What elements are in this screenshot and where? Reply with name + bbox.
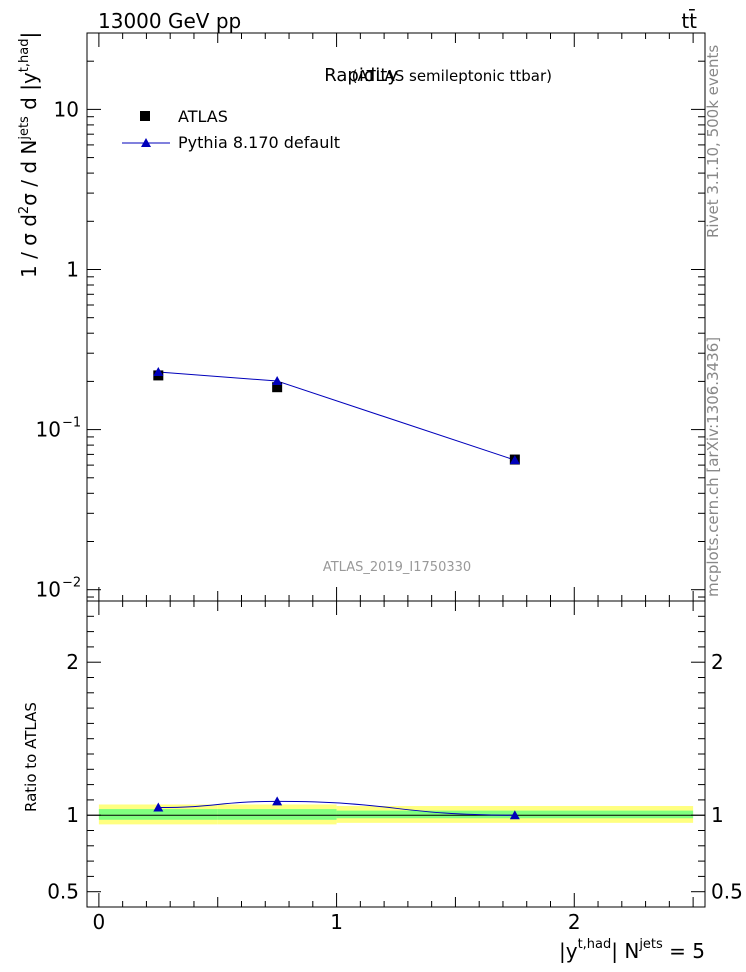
chart-subtitle: (ATLAS semileptonic ttbar): [352, 67, 552, 85]
ratio-y-tick-label-right: 0.5: [711, 880, 743, 904]
main-y-tick-exponent: −1: [62, 416, 81, 431]
legend-marker-atlas: [140, 111, 150, 121]
ratio-uncertainty-band: [217, 809, 337, 820]
ratio-y-axis-label: Ratio to ATLAS: [22, 702, 40, 812]
x-axis-label: |yt,had| Njets = 5: [559, 937, 705, 963]
pythia-ratio-marker: [509, 810, 520, 820]
ratio-plot-frame: [86, 600, 706, 908]
chart-title: Rapidity: [324, 65, 398, 86]
energy-label: 13000 GeV pp: [98, 9, 241, 33]
pythia-line: [158, 371, 516, 461]
main-y-tick-label: 10: [36, 418, 61, 442]
ratio-y-tick-label-left: 0.5: [47, 880, 79, 904]
legend-label-atlas: ATLAS: [178, 107, 228, 126]
main-y-tick-label: 10: [54, 97, 79, 121]
atlas-data-point: [272, 382, 283, 393]
ratio-y-tick-label-right: 1: [711, 803, 724, 827]
rivet-label: Rivet 3.1.10, 500k events: [704, 45, 722, 238]
x-tick-label: 2: [568, 910, 581, 934]
main-y-tick-label: 1: [66, 257, 79, 281]
ratio-y-tick-label-left: 2: [66, 650, 79, 674]
x-tick-label: 0: [93, 910, 106, 934]
main-y-tick-exponent: −2: [62, 576, 81, 591]
main-y-axis-label: 1 / σ d2σ / d Njets d |yt,had|: [17, 32, 41, 278]
ratio-y-tick-label-left: 1: [66, 803, 79, 827]
pythia-marker: [509, 455, 520, 465]
ratio-y-tick-label-right: 2: [711, 650, 724, 674]
x-tick-label: 1: [330, 910, 343, 934]
process-label: tt̄: [681, 8, 697, 33]
pythia-ratio-marker: [153, 802, 164, 812]
legend-marker-pythia: [141, 138, 151, 147]
pythia-marker: [272, 376, 283, 386]
main-y-tick-label: 10: [36, 578, 61, 602]
pythia-ratio-line: [158, 800, 515, 816]
pythia-marker: [153, 366, 164, 376]
pythia-ratio-marker: [272, 796, 283, 806]
mcplots-label: mcplots.cern.ch [arXiv:1306.3436]: [704, 337, 722, 597]
ratio-uncertainty-band: [98, 809, 218, 820]
watermark: ATLAS_2019_I1750330: [323, 560, 471, 575]
legend-label-pythia: Pythia 8.170 default: [178, 133, 340, 152]
